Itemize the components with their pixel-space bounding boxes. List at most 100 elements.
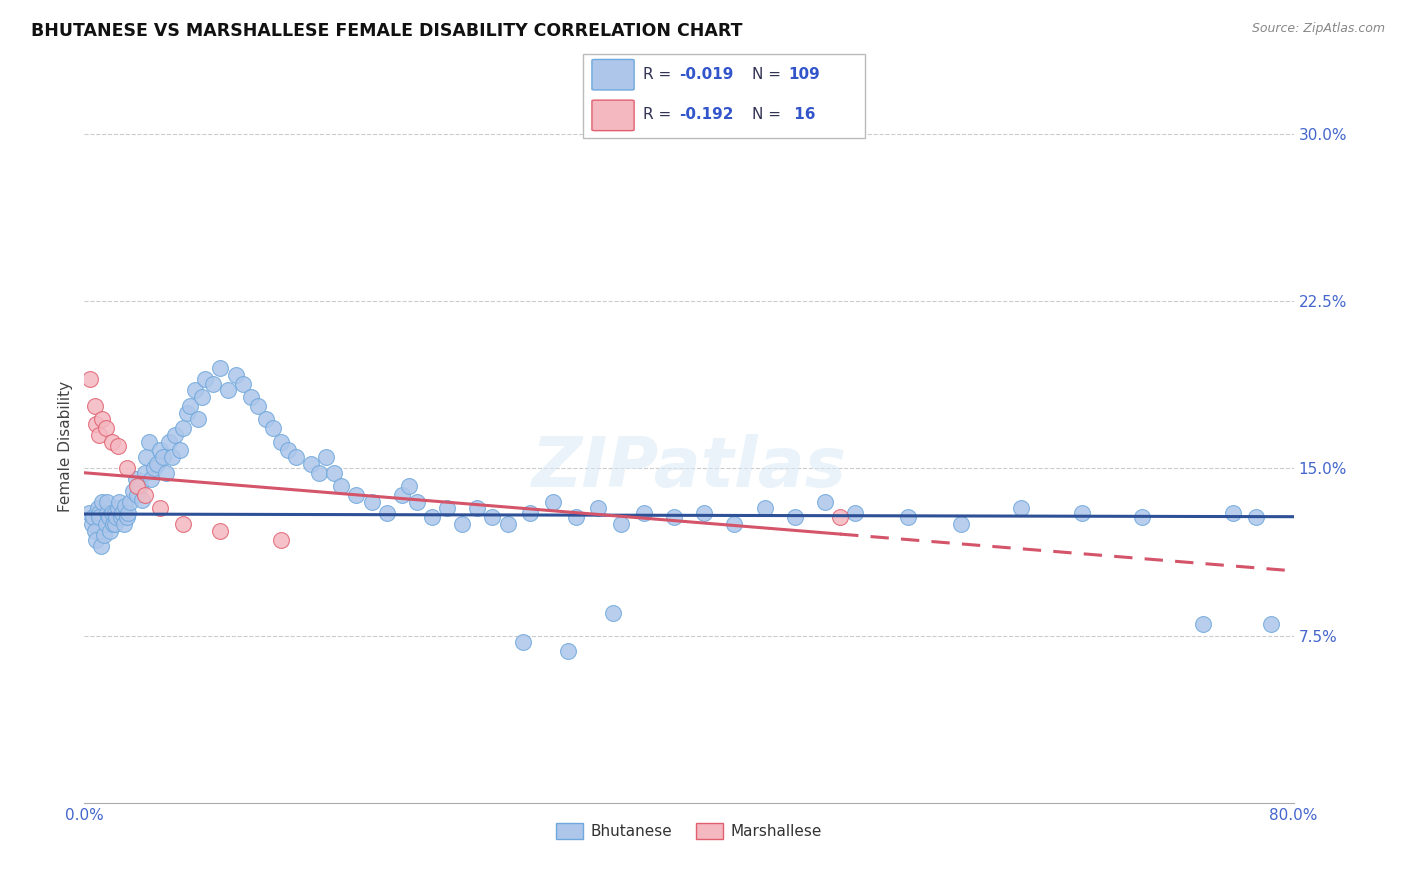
- Point: [131, 492, 153, 507]
- Text: 16: 16: [789, 107, 815, 121]
- Text: -0.019: -0.019: [679, 67, 734, 82]
- Point: [98, 524, 121, 538]
- Point: [176, 405, 198, 419]
- Point: [172, 421, 194, 435]
- Point: [111, 506, 134, 520]
- Point: [209, 524, 232, 538]
- Point: [96, 506, 118, 520]
- Point: [285, 450, 308, 464]
- Point: [105, 510, 128, 524]
- Point: [86, 417, 108, 431]
- Text: N =: N =: [752, 107, 782, 121]
- Point: [1192, 617, 1215, 632]
- Point: [135, 450, 157, 464]
- Point: [308, 466, 330, 480]
- Point: [299, 457, 322, 471]
- Point: [1130, 510, 1153, 524]
- Point: [115, 510, 138, 524]
- Point: [322, 466, 344, 480]
- Point: [330, 479, 353, 493]
- Point: [127, 479, 149, 493]
- Point: [110, 510, 132, 524]
- Point: [142, 461, 165, 475]
- Point: [897, 510, 920, 524]
- Point: [557, 644, 579, 658]
- Point: [346, 488, 368, 502]
- Point: [270, 434, 292, 449]
- Point: [398, 479, 420, 493]
- Point: [115, 461, 138, 475]
- Point: [139, 473, 162, 487]
- Point: [209, 360, 232, 375]
- Point: [89, 510, 111, 524]
- Point: [1071, 506, 1094, 520]
- Text: N =: N =: [752, 67, 782, 82]
- Point: [247, 399, 270, 413]
- Point: [201, 376, 224, 391]
- Text: -0.192: -0.192: [679, 107, 734, 121]
- Point: [107, 439, 129, 453]
- Point: [89, 427, 111, 442]
- Point: [127, 488, 149, 502]
- Point: [602, 607, 624, 621]
- FancyBboxPatch shape: [583, 54, 865, 138]
- Point: [112, 516, 135, 531]
- Text: ZIPatlas: ZIPatlas: [531, 434, 846, 501]
- Point: [541, 494, 564, 508]
- Text: 109: 109: [789, 67, 821, 82]
- Point: [97, 510, 120, 524]
- Point: [512, 635, 534, 649]
- Point: [82, 510, 104, 524]
- Point: [90, 539, 112, 553]
- Point: [830, 510, 852, 524]
- Point: [80, 516, 103, 531]
- Point: [1011, 501, 1033, 516]
- Point: [155, 466, 177, 480]
- Point: [100, 506, 122, 520]
- Point: [360, 494, 382, 508]
- Point: [610, 516, 633, 531]
- Point: [93, 528, 115, 542]
- Point: [950, 516, 973, 531]
- Point: [91, 494, 114, 508]
- Point: [262, 421, 284, 435]
- Point: [121, 483, 143, 498]
- Point: [315, 450, 337, 464]
- Point: [96, 494, 118, 508]
- Point: [225, 368, 247, 382]
- Point: [519, 506, 541, 520]
- Point: [84, 399, 107, 413]
- Point: [179, 399, 201, 413]
- Point: [187, 412, 209, 426]
- Point: [481, 510, 503, 524]
- Point: [91, 412, 114, 426]
- Point: [754, 501, 776, 516]
- Point: [118, 494, 141, 508]
- Point: [662, 510, 685, 524]
- Point: [564, 510, 586, 524]
- Point: [104, 516, 127, 531]
- Point: [86, 533, 108, 547]
- Point: [114, 499, 136, 513]
- Point: [138, 434, 160, 449]
- Point: [633, 506, 655, 520]
- Point: [94, 516, 117, 531]
- Point: [1244, 510, 1267, 524]
- Point: [117, 506, 139, 520]
- Point: [723, 516, 745, 531]
- Point: [107, 501, 129, 516]
- Point: [77, 506, 100, 520]
- Point: [194, 372, 217, 386]
- Text: R =: R =: [643, 107, 671, 121]
- Point: [467, 501, 489, 516]
- Point: [160, 450, 183, 464]
- Text: Source: ZipAtlas.com: Source: ZipAtlas.com: [1251, 22, 1385, 36]
- Point: [277, 443, 299, 458]
- FancyBboxPatch shape: [592, 60, 634, 90]
- Point: [169, 443, 191, 458]
- Point: [183, 384, 205, 398]
- Point: [152, 450, 174, 464]
- Point: [451, 516, 474, 531]
- Point: [436, 501, 458, 516]
- Point: [84, 524, 107, 538]
